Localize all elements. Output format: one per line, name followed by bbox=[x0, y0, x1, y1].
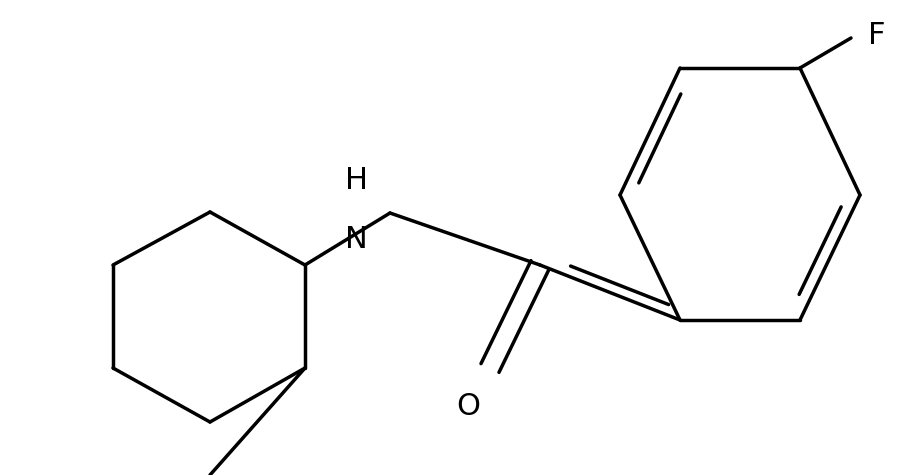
Text: F: F bbox=[868, 20, 885, 49]
Text: O: O bbox=[456, 392, 480, 421]
Text: H: H bbox=[345, 166, 368, 195]
Text: N: N bbox=[345, 225, 368, 254]
